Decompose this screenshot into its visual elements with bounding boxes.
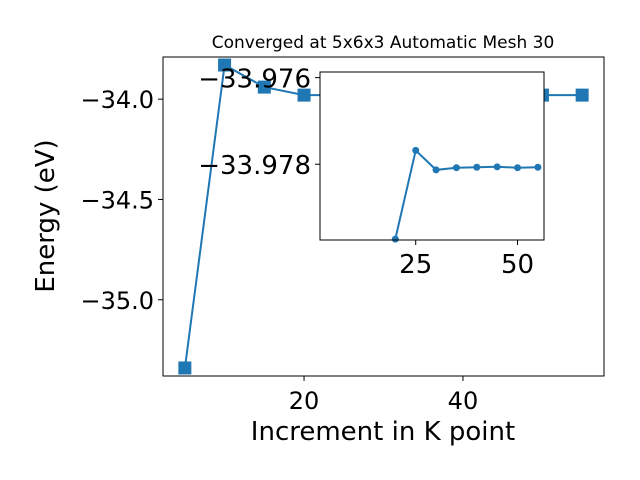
- main-data-point: [257, 80, 271, 94]
- main-data-point: [218, 58, 232, 72]
- main-data-point: [575, 88, 589, 102]
- inset-marker-layer: [391, 146, 542, 243]
- inset-data-point: [473, 163, 481, 171]
- inset-y-tick-label: −33.978: [198, 151, 311, 181]
- main-x-tick-label: 20: [289, 387, 320, 415]
- inset-x-tick-label: 25: [399, 250, 432, 280]
- inset-data-point: [412, 146, 420, 154]
- main-axes-frame: [162, 56, 605, 377]
- main-y-tick-label: −35.0: [80, 287, 154, 315]
- inset-data-point: [391, 235, 399, 243]
- inset-data-point: [534, 163, 542, 171]
- inset-data-point: [493, 163, 501, 171]
- x-axis-label: Increment in K point: [251, 417, 515, 447]
- inset-data-point: [432, 166, 440, 174]
- inset-data-point: [452, 164, 460, 172]
- inset-axes: 25 50 −33.978 −33.976: [198, 65, 545, 280]
- inset-tick-layer: 25 50 −33.978 −33.976: [198, 65, 534, 280]
- inset-axes-frame: [319, 71, 545, 241]
- main-x-tick-label: 40: [448, 387, 479, 415]
- chart-title: Converged at 5x6x3 Automatic Mesh 30: [212, 33, 555, 53]
- inset-data-point: [514, 164, 522, 172]
- inset-plot-area: [320, 72, 544, 240]
- main-tick-layer: 20 40 −34.0 −34.5 −35.0: [80, 86, 478, 415]
- y-axis-label: Energy (eV): [31, 139, 61, 292]
- main-data-point: [297, 88, 311, 102]
- main-data-point: [178, 361, 192, 375]
- inset-y-tick-label: −33.976: [198, 65, 311, 95]
- main-y-tick-label: −34.5: [80, 186, 154, 214]
- main-y-tick-label: −34.0: [80, 86, 154, 114]
- inset-x-tick-label: 50: [501, 250, 534, 280]
